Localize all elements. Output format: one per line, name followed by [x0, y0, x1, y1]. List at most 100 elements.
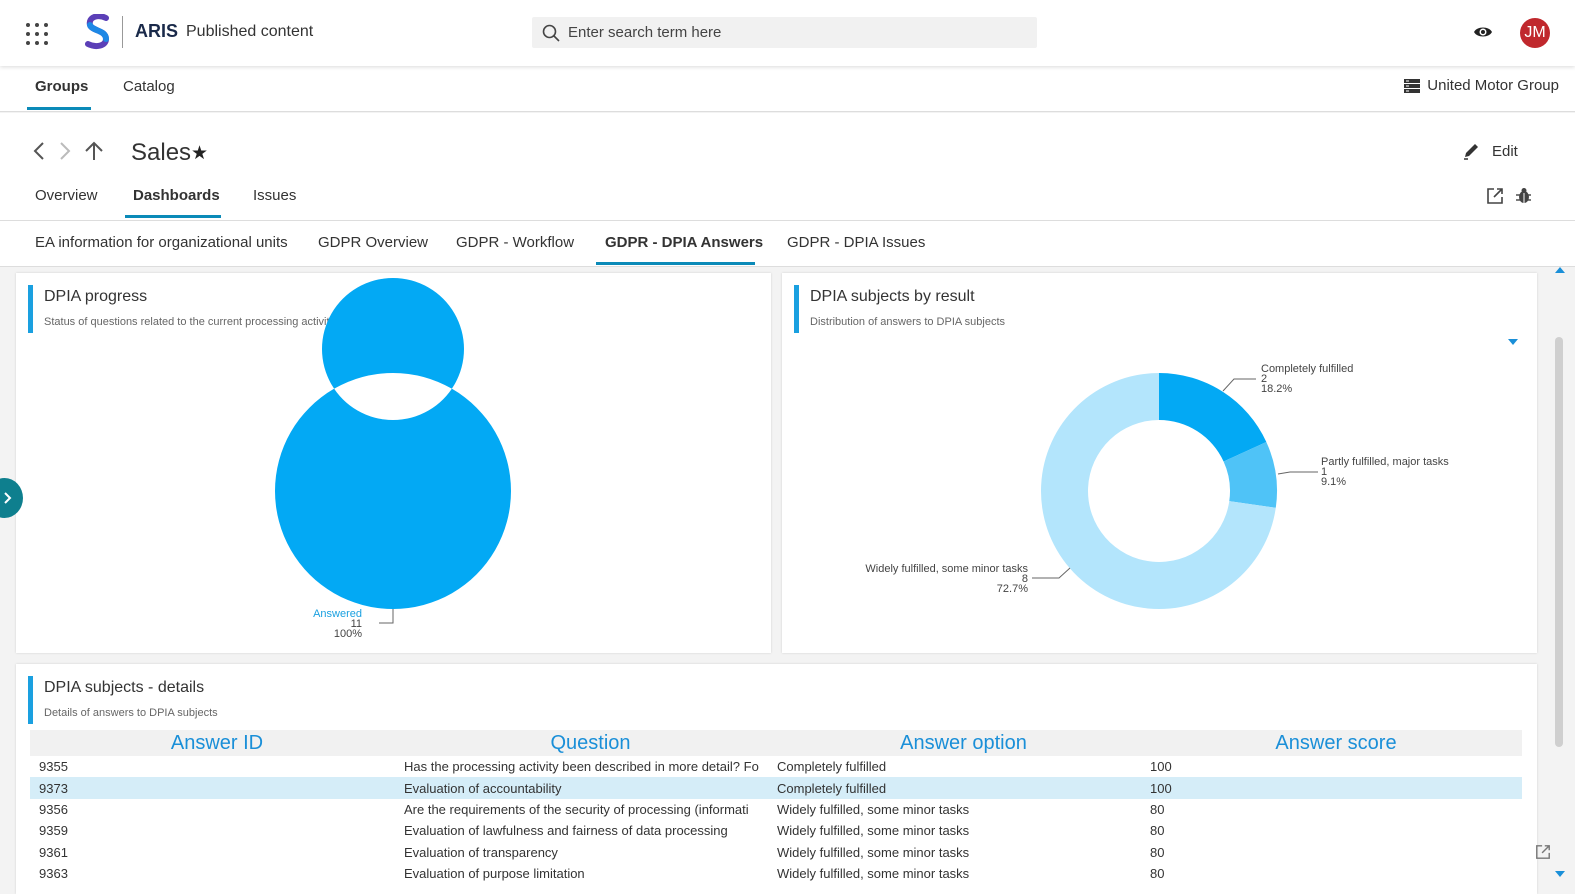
brand-subtitle: Published content [186, 23, 314, 40]
slice-count-label: 8 [1022, 573, 1028, 585]
slice-percent-label: 100% [334, 628, 362, 640]
slice-label-label: Answered [313, 608, 362, 620]
active-tab-indicator [27, 107, 91, 110]
answer-score-cell: 80 [1150, 823, 1165, 839]
app-launcher-icon[interactable] [26, 23, 48, 45]
organization-selector[interactable]: United Motor Group [1404, 77, 1559, 94]
answer-score-cell: 80 [1150, 866, 1165, 882]
slice-percent-label: 9.1% [1321, 476, 1346, 488]
answer-score-cell: 80 [1150, 844, 1165, 860]
column-header-answer-id[interactable]: Answer ID [30, 730, 404, 756]
answer-id-cell[interactable]: 9359 [39, 823, 68, 839]
dashboard-tab-bar: EA information for organizational units … [0, 221, 1575, 267]
search-input[interactable] [568, 21, 1018, 44]
table-header-row: Answer ID Question Answer option Answer … [30, 730, 1522, 756]
tab-gdpr-overview[interactable]: GDPR Overview [318, 234, 429, 251]
back-icon[interactable] [32, 141, 46, 161]
column-header-answer-score[interactable]: Answer score [1150, 730, 1522, 756]
organization-name: United Motor Group [1427, 77, 1559, 94]
answer-score-cell: 80 [1150, 801, 1165, 817]
slice-percent-label: 18.2% [1261, 383, 1292, 395]
answer-id-cell[interactable]: 9373 [30, 777, 404, 799]
brand-name: ARIS [135, 21, 179, 41]
tab-gdpr-dpia-issues[interactable]: GDPR - DPIA Issues [787, 234, 926, 251]
answer-id-cell[interactable]: 9355 [39, 759, 68, 775]
card-accent [28, 676, 33, 724]
answer-option-cell: Widely fulfilled, some minor tasks [777, 823, 970, 839]
card-menu-caret-icon[interactable] [1508, 339, 1518, 345]
slice-count-label: 2 [1261, 373, 1267, 385]
slice-percent-label: 72.7% [997, 583, 1028, 595]
question-cell: Evaluation of lawfulness and fairness of… [404, 823, 728, 839]
pencil-icon [1464, 144, 1478, 160]
donut-slice[interactable] [274, 278, 511, 609]
table-row[interactable]: 9355 Has the processing activity been des… [30, 756, 1522, 777]
donut-slice[interactable] [1041, 373, 1276, 609]
tab-overview[interactable]: Overview [35, 187, 98, 204]
slice-count-label: 11 [351, 618, 362, 630]
tab-ea-information[interactable]: EA information for organizational units [35, 234, 288, 251]
donut-slice[interactable] [1159, 373, 1267, 462]
favorite-star-icon[interactable]: ★ [191, 143, 209, 164]
page-scrollbar[interactable] [1553, 267, 1567, 886]
label-leader-line [1222, 378, 1256, 392]
details-table: Answer ID Question Answer option Answer … [30, 730, 1522, 884]
tab-gdpr-workflow[interactable]: GDPR - Workflow [456, 234, 575, 251]
table-row[interactable]: 9359 Evaluation of lawfulness and fairnes… [30, 820, 1522, 841]
chevron-right-icon [4, 492, 12, 504]
label-leader-line [1277, 471, 1318, 475]
answer-id-cell[interactable]: 9363 [39, 866, 68, 882]
tab-gdpr-dpia-answers[interactable]: GDPR - DPIA Answers [605, 234, 764, 251]
slice-label-label: Partly fulfilled, major tasks [1321, 456, 1449, 468]
forward-icon[interactable] [58, 141, 72, 161]
tab-issues[interactable]: Issues [253, 187, 297, 204]
user-avatar[interactable]: JM [1520, 18, 1550, 48]
card-accent [794, 285, 799, 333]
donut-slice[interactable] [1223, 441, 1277, 508]
scroll-up-icon[interactable] [1555, 267, 1565, 273]
tab-dashboards[interactable]: Dashboards [133, 187, 220, 204]
bug-icon[interactable] [1515, 187, 1533, 205]
database-icon [1404, 78, 1421, 93]
tab-groups[interactable]: Groups [35, 78, 89, 95]
column-header-question[interactable]: Question [404, 730, 777, 756]
up-arrow-icon[interactable] [84, 141, 104, 161]
logo-divider [122, 16, 123, 48]
table-row[interactable]: 9363 Evaluation of purpose limitation Wide… [30, 863, 1522, 884]
card-accent [28, 285, 33, 333]
scrollbar-thumb[interactable] [1555, 337, 1563, 747]
slice-count-label: 1 [1321, 466, 1327, 478]
open-external-icon[interactable] [1535, 844, 1551, 860]
tab-catalog[interactable]: Catalog [123, 78, 175, 95]
edit-button[interactable]: Edit [1462, 142, 1518, 160]
column-header-answer-option[interactable]: Answer option [777, 730, 1150, 756]
side-panel-toggle[interactable] [0, 478, 23, 518]
question-cell: Evaluation of transparency [404, 844, 558, 860]
answer-score-cell: 100 [1150, 777, 1522, 799]
page-title: Sales [131, 139, 192, 166]
table-row[interactable]: 9356 Are the requirements of the security… [30, 799, 1522, 820]
answer-id-cell[interactable]: 9361 [39, 844, 68, 860]
label-leader-line [379, 609, 394, 624]
question-cell: Evaluation of accountability [404, 777, 777, 799]
search-box[interactable] [532, 17, 1037, 48]
dpia-details-card: DPIA subjects - details Details of answe… [16, 664, 1550, 894]
active-tab-indicator [125, 215, 221, 218]
question-cell: Has the processing activity been describ… [404, 759, 759, 775]
answer-option-cell: Widely fulfilled, some minor tasks [777, 866, 970, 882]
eye-icon[interactable] [1473, 24, 1493, 40]
search-icon [542, 24, 560, 42]
table-row[interactable]: 9361 Evaluation of transparency Widely ful… [30, 842, 1522, 863]
dpia-result-card: DPIA subjects by result Distribution of … [782, 273, 1537, 653]
slice-label-label: Widely fulfilled, some minor tasks [865, 563, 1028, 575]
scroll-down-icon[interactable] [1555, 871, 1565, 877]
question-cell: Are the requirements of the security of … [404, 801, 749, 817]
slice-label-label: Completely fulfilled [1261, 363, 1353, 375]
open-external-icon[interactable] [1486, 187, 1504, 205]
label-leader-line [1032, 567, 1071, 579]
answer-id-cell[interactable]: 9356 [39, 801, 68, 817]
dpia-progress-card: DPIA progress Status of questions relate… [16, 273, 771, 653]
card-title: DPIA subjects by result [810, 288, 975, 305]
table-row[interactable]: 9373 Evaluation of accountability Complete… [30, 777, 1522, 799]
